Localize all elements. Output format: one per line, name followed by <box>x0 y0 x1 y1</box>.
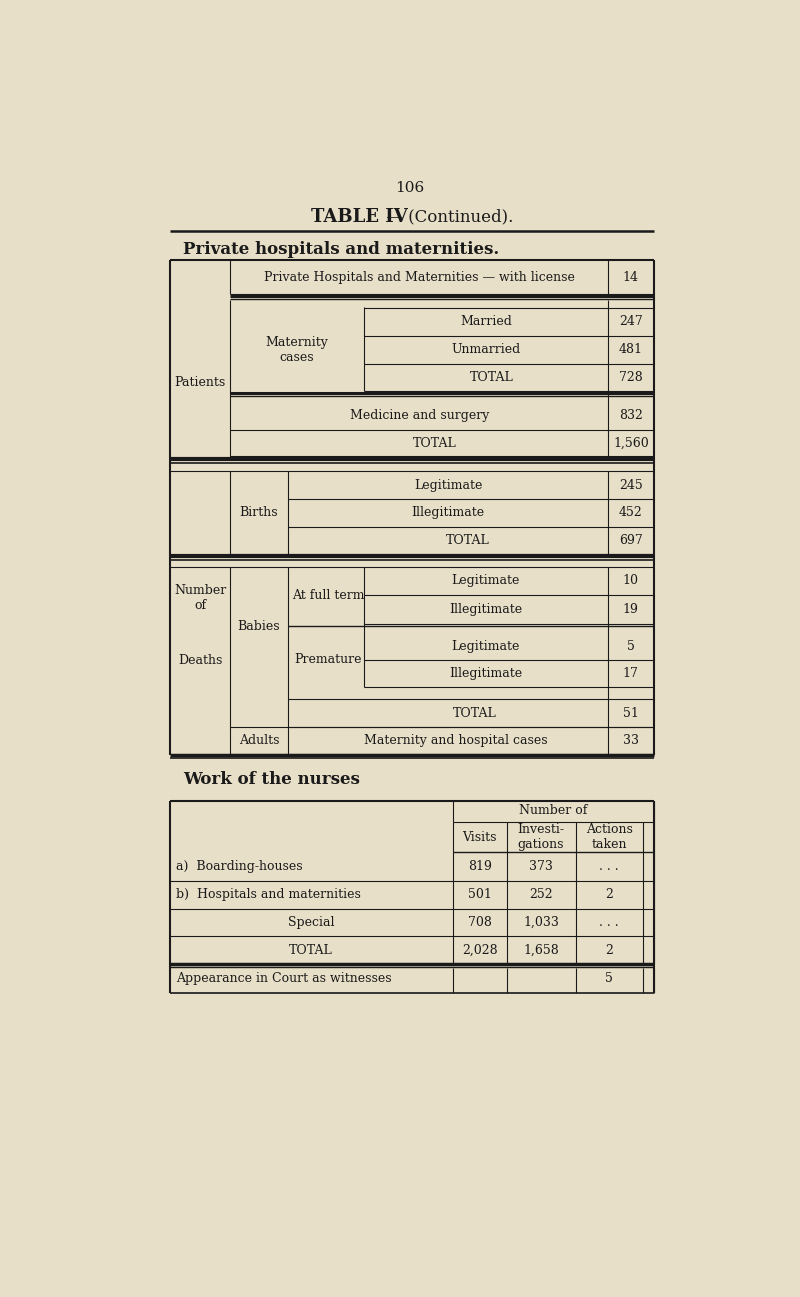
Text: Illegitimate: Illegitimate <box>450 667 522 680</box>
Text: . . .: . . . <box>599 916 619 929</box>
Text: 832: 832 <box>619 410 643 423</box>
Text: 481: 481 <box>619 344 643 357</box>
Text: Legitimate: Legitimate <box>452 639 520 652</box>
Text: Deaths: Deaths <box>178 654 222 667</box>
Text: Premature: Premature <box>294 654 362 667</box>
Text: Visits: Visits <box>462 830 497 843</box>
Text: 452: 452 <box>619 506 642 519</box>
Text: Maternity and hospital cases: Maternity and hospital cases <box>364 734 547 747</box>
Text: Investi-
gations: Investi- gations <box>518 824 565 851</box>
Text: Actions
taken: Actions taken <box>586 824 633 851</box>
Text: Married: Married <box>460 315 512 328</box>
Text: Unmarried: Unmarried <box>451 344 521 357</box>
Text: TOTAL: TOTAL <box>446 534 490 547</box>
Text: 501: 501 <box>468 888 492 901</box>
Text: TOTAL: TOTAL <box>454 707 497 720</box>
Text: 1,658: 1,658 <box>523 944 559 957</box>
Text: 373: 373 <box>529 860 553 873</box>
Text: 245: 245 <box>619 479 642 492</box>
Text: 14: 14 <box>623 271 639 284</box>
Text: Adults: Adults <box>238 734 279 747</box>
Text: 17: 17 <box>623 667 639 680</box>
Text: Illegitimate: Illegitimate <box>450 603 522 616</box>
Text: 708: 708 <box>468 916 492 929</box>
Text: Appearance in Court as witnesses: Appearance in Court as witnesses <box>176 973 391 986</box>
Text: Special: Special <box>287 916 334 929</box>
Text: Number
of: Number of <box>174 584 226 612</box>
Text: Legitimate: Legitimate <box>452 575 520 588</box>
Text: — (Continued).: — (Continued). <box>382 209 514 226</box>
Text: 252: 252 <box>529 888 553 901</box>
Text: 5: 5 <box>606 973 613 986</box>
Text: 2: 2 <box>606 888 613 901</box>
Text: 1,033: 1,033 <box>523 916 559 929</box>
Text: 33: 33 <box>623 734 639 747</box>
Text: 2,028: 2,028 <box>462 944 498 957</box>
Text: 819: 819 <box>468 860 492 873</box>
Text: a)  Boarding-houses: a) Boarding-houses <box>176 860 302 873</box>
Text: 5: 5 <box>627 639 635 652</box>
Text: Private hospitals and maternities.: Private hospitals and maternities. <box>183 241 499 258</box>
Text: 10: 10 <box>623 575 639 588</box>
Text: 1,560: 1,560 <box>613 437 649 450</box>
Text: 247: 247 <box>619 315 642 328</box>
Text: 19: 19 <box>623 603 639 616</box>
Text: . . .: . . . <box>599 860 619 873</box>
Text: Work of the nurses: Work of the nurses <box>183 770 360 787</box>
Text: 2: 2 <box>606 944 613 957</box>
Text: Number of: Number of <box>519 804 587 817</box>
Text: At full term: At full term <box>292 589 364 602</box>
Text: Private Hospitals and Maternities — with license: Private Hospitals and Maternities — with… <box>264 271 574 284</box>
Text: TOTAL: TOTAL <box>289 944 333 957</box>
Text: TOTAL: TOTAL <box>413 437 457 450</box>
Text: b)  Hospitals and maternities: b) Hospitals and maternities <box>176 888 361 901</box>
Text: Births: Births <box>239 506 278 519</box>
Text: Legitimate: Legitimate <box>414 479 482 492</box>
Text: Patients: Patients <box>174 376 226 389</box>
Text: Babies: Babies <box>238 620 280 633</box>
Text: 728: 728 <box>619 371 642 384</box>
Text: 697: 697 <box>619 534 642 547</box>
Text: TABLE IV: TABLE IV <box>310 209 407 226</box>
Text: TOTAL: TOTAL <box>470 371 514 384</box>
Text: 106: 106 <box>395 182 425 195</box>
Text: Illegitimate: Illegitimate <box>411 506 485 519</box>
Text: 51: 51 <box>623 707 639 720</box>
Text: Maternity
cases: Maternity cases <box>266 336 328 363</box>
Text: Medicine and surgery: Medicine and surgery <box>350 410 489 423</box>
